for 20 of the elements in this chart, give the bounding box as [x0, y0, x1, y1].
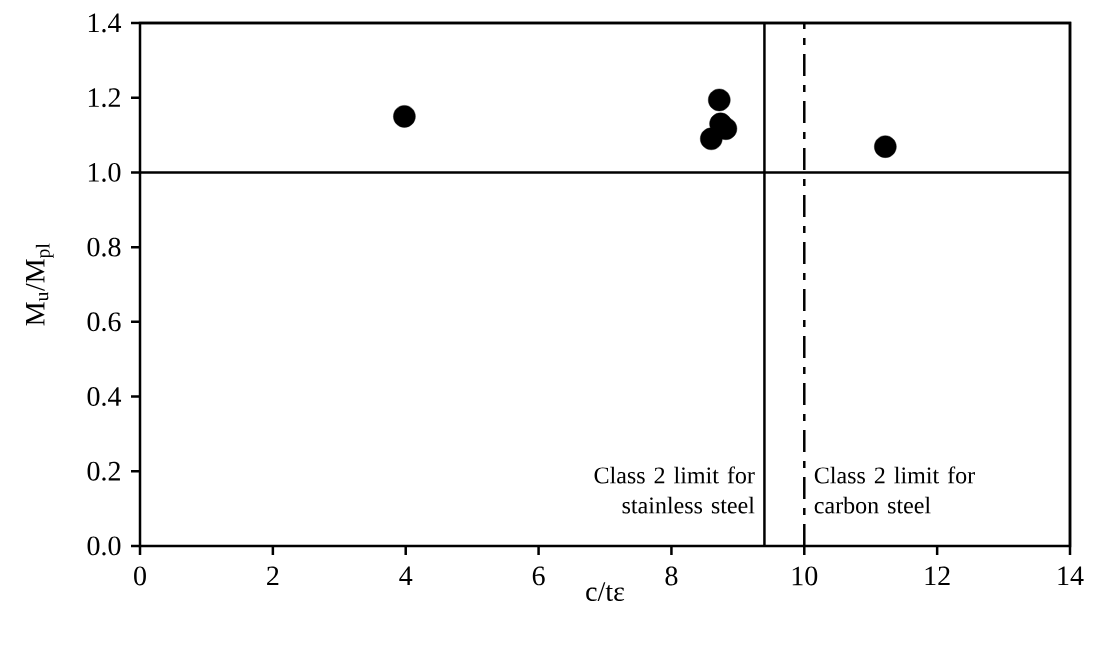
- x-tick-label: 2: [267, 566, 279, 586]
- y-tick-label: 1.2: [88, 88, 120, 108]
- y-tick-label: 1.0: [88, 162, 121, 182]
- ref-line-label: Class 2 limit for carbon steel: [814, 466, 975, 514]
- x-tick-label: 10: [792, 566, 818, 586]
- y-tick-label: 0.2: [87, 461, 120, 481]
- x-tick-label: 14: [1058, 566, 1084, 585]
- x-tick-label: 6: [532, 566, 545, 586]
- y-tick-label: 1.4: [88, 13, 122, 33]
- x-axis-title: c/tε: [586, 582, 625, 601]
- x-tick-label: 4: [399, 566, 413, 585]
- ref-line-label: Class 2 limit for stainless steel: [594, 466, 755, 514]
- y-tick-label: 0.4: [87, 387, 122, 407]
- y-axis-title: M$_{u}$/M$_{pl}$: [25, 243, 54, 326]
- y-tick-label: 0.6: [87, 312, 121, 332]
- y-tick-label: 0.8: [87, 237, 121, 257]
- x-tick-label: 12: [925, 566, 950, 586]
- x-tick-label: 0: [134, 566, 146, 586]
- y-tick-label: 0.0: [87, 536, 121, 556]
- x-tick-label: 8: [665, 566, 678, 586]
